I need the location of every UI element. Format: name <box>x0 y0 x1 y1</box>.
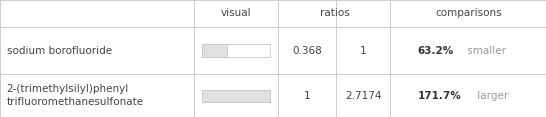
Text: comparisons: comparisons <box>435 8 502 18</box>
Text: 2-(trimethylsilyl)phenyl
trifluoromethanesulfonate: 2-(trimethylsilyl)phenyl trifluoromethan… <box>7 84 144 107</box>
Bar <box>202 44 227 57</box>
Text: 171.7%: 171.7% <box>418 91 461 101</box>
Text: 2.7174: 2.7174 <box>345 91 381 101</box>
Text: 1: 1 <box>360 46 366 56</box>
Bar <box>227 44 270 57</box>
Text: smaller: smaller <box>465 46 507 56</box>
Text: 0.368: 0.368 <box>292 46 322 56</box>
Text: 1: 1 <box>304 91 311 101</box>
Text: larger: larger <box>474 91 508 101</box>
Text: sodium borofluoride: sodium borofluoride <box>7 46 112 56</box>
Bar <box>202 90 270 102</box>
Text: visual: visual <box>221 8 252 18</box>
Text: 63.2%: 63.2% <box>418 46 454 56</box>
Text: ratios: ratios <box>319 8 349 18</box>
